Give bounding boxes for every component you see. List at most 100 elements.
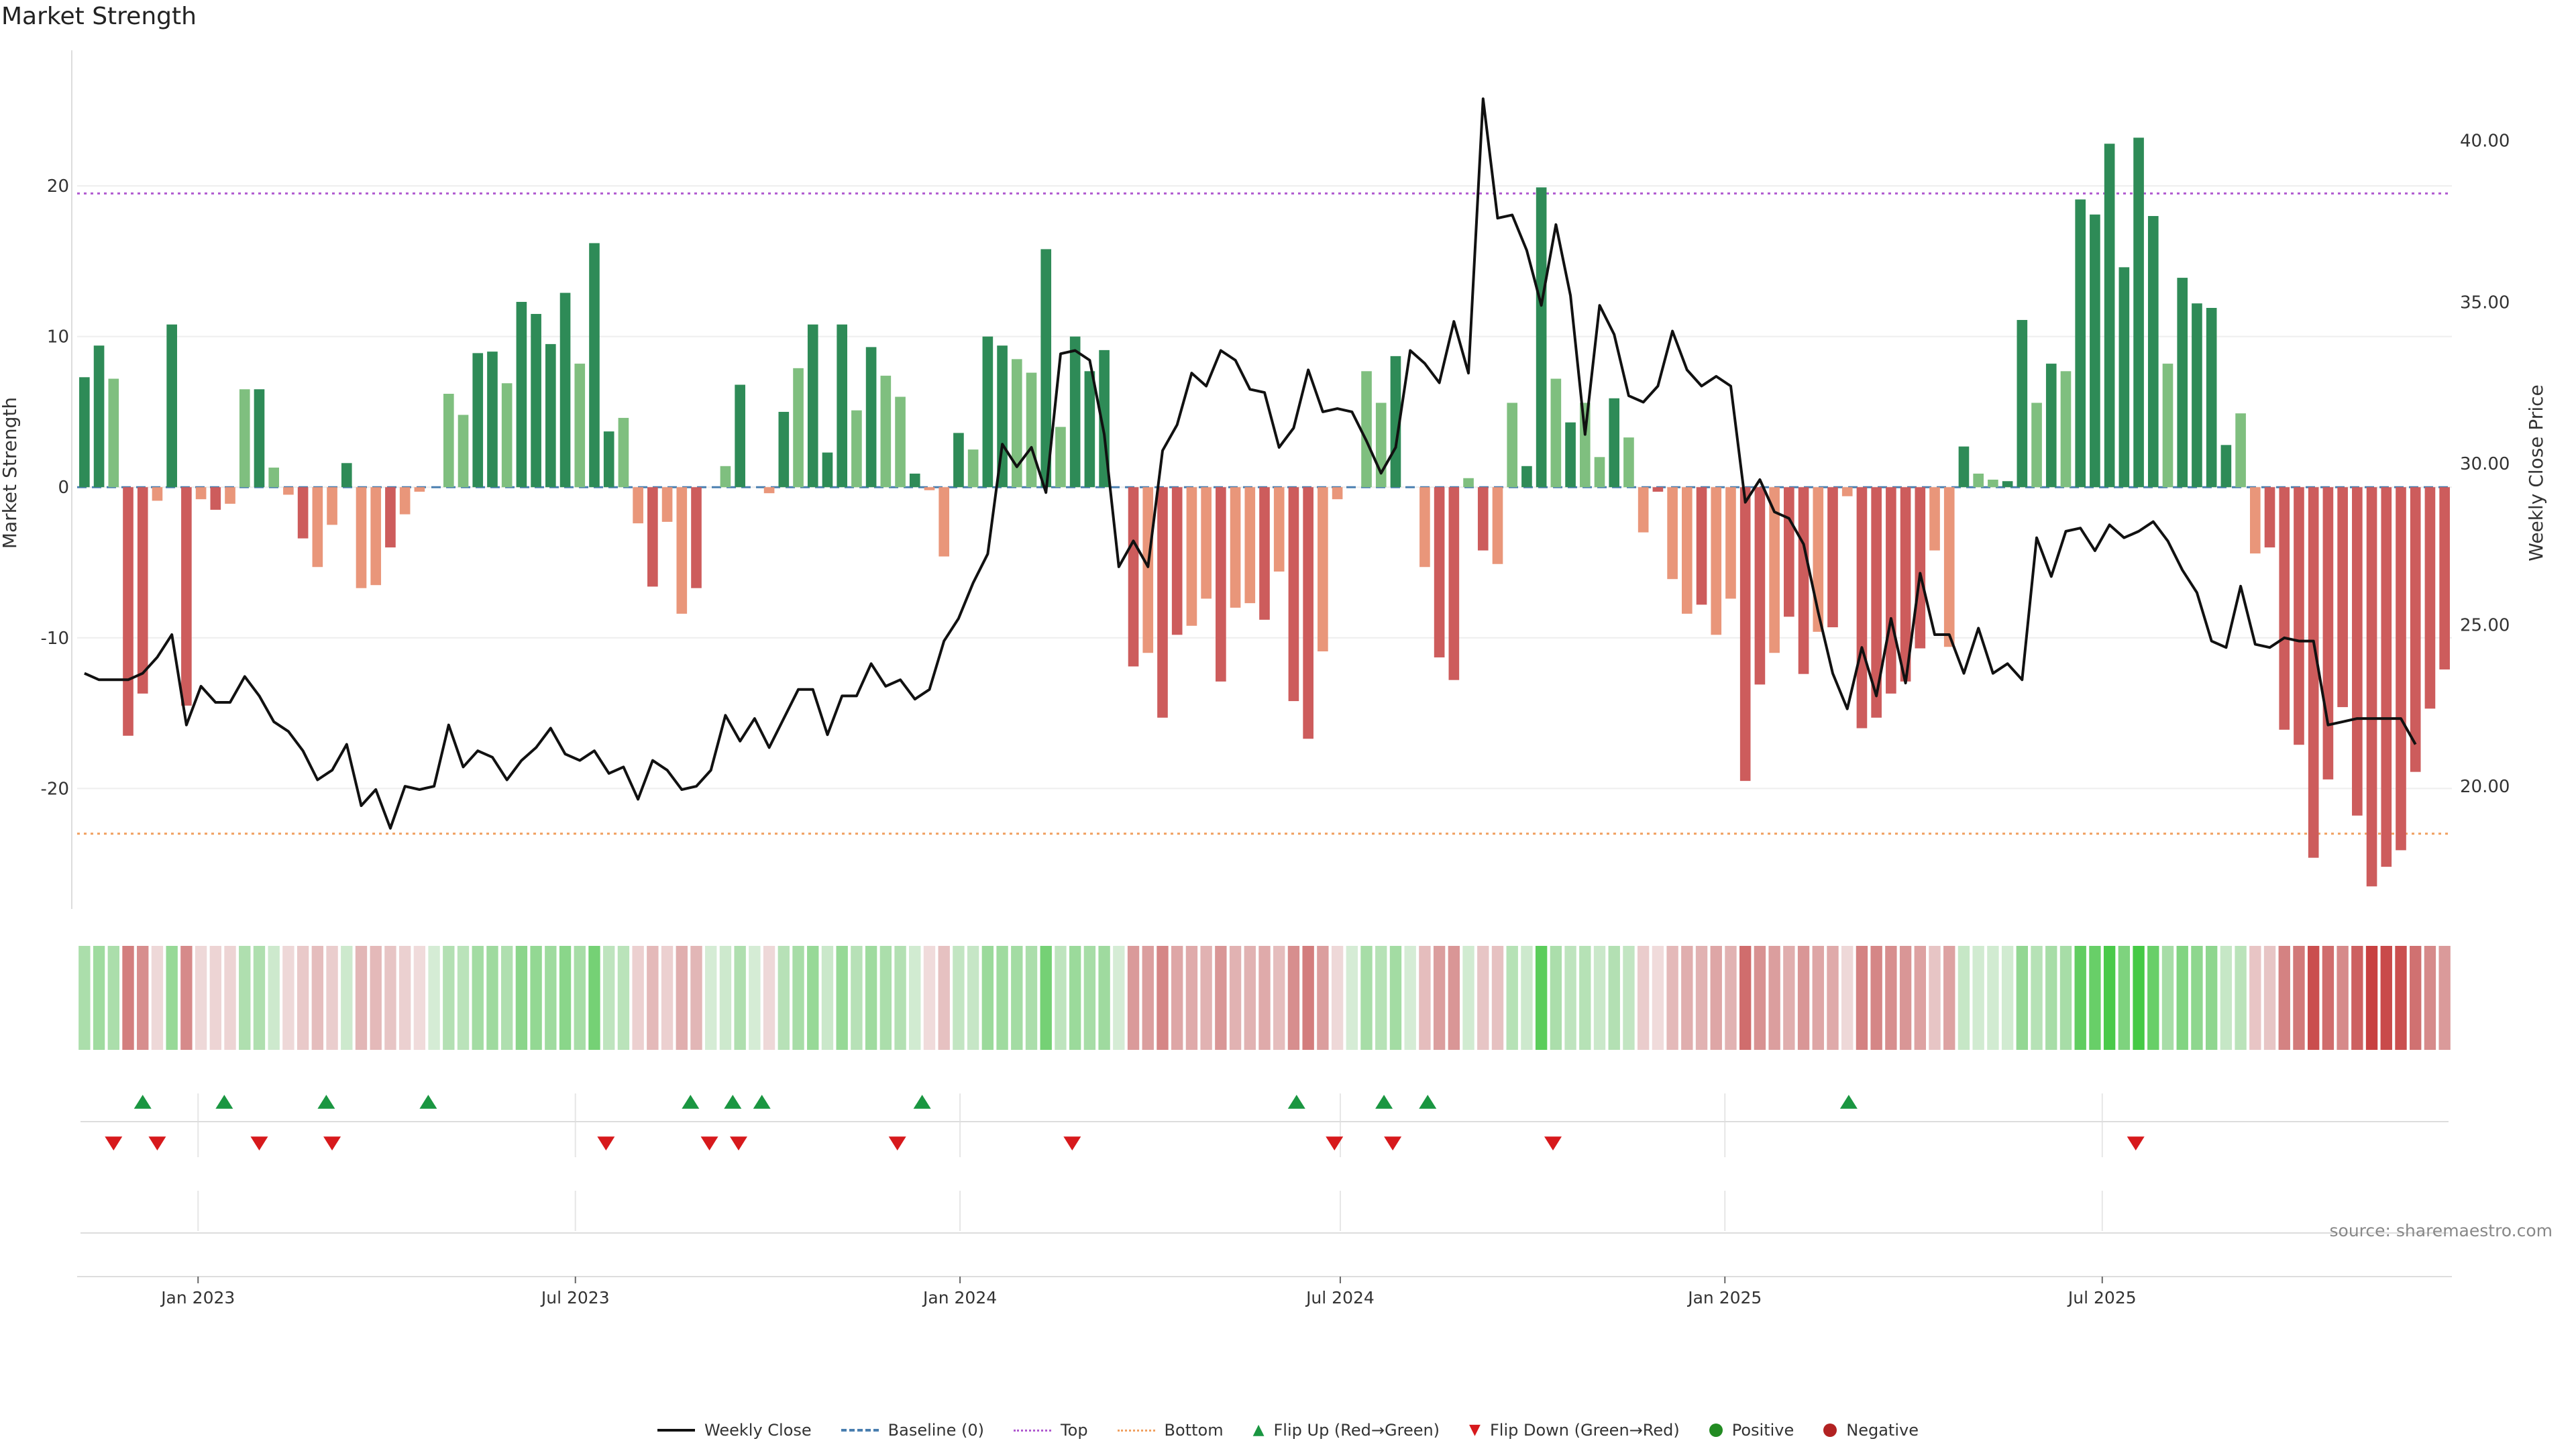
strength-bar — [2045, 364, 2057, 488]
strength-bar — [1565, 422, 1576, 488]
heatmap-cell — [530, 946, 542, 1050]
heatmap-cell — [821, 946, 834, 1050]
heatmap-cell — [2118, 946, 2131, 1050]
heatmap-cell — [1754, 946, 1766, 1050]
heatmap-cell — [1899, 946, 1912, 1050]
legend-baseline: Baseline (0) — [841, 1421, 984, 1440]
heatmap-cell — [632, 946, 644, 1050]
heatmap-cell — [1943, 946, 1955, 1050]
strength-bar — [895, 396, 906, 488]
strength-bar — [2104, 144, 2115, 488]
x-tick-label: Jul 2025 — [2067, 1288, 2137, 1307]
strength-bar — [691, 487, 702, 588]
strength-bar — [1769, 487, 1780, 653]
heatmap-cell — [2263, 946, 2276, 1050]
strength-bar — [2381, 487, 2392, 867]
heatmap-cell — [1171, 946, 1183, 1050]
flip-down-marker — [888, 1136, 906, 1151]
strength-bar — [618, 417, 629, 488]
y-tick-label: -20 — [41, 779, 69, 799]
y-axis-label: Market Strength — [0, 397, 21, 549]
heatmap-cell — [603, 946, 615, 1050]
strength-bar — [559, 292, 571, 488]
heatmap-cell — [690, 946, 702, 1050]
strength-bar — [1273, 487, 1285, 572]
weekly-close-polyline — [84, 97, 2417, 830]
strength-bar — [1652, 487, 1664, 492]
flip-up-marker — [753, 1094, 771, 1109]
strength-bar — [1667, 487, 1678, 580]
heatmap-cell — [1841, 946, 1854, 1050]
strength-bar — [1521, 466, 1532, 488]
strength-bar — [1696, 487, 1707, 605]
y-tick-label: 10 — [47, 327, 69, 347]
legend-flip-down: ▼ Flip Down (Green→Red) — [1469, 1421, 1680, 1440]
flip-down-marker — [1063, 1136, 1081, 1151]
heatmap-cell — [78, 946, 91, 1050]
heatmap-cell — [2161, 946, 2174, 1050]
strength-bar — [443, 394, 454, 488]
strength-bar — [1681, 487, 1693, 614]
heatmap-cell — [676, 946, 688, 1050]
strength-bar — [2352, 487, 2363, 816]
legend-label: Top — [1061, 1421, 1088, 1440]
heatmap-cell — [1972, 946, 1984, 1050]
strength-bar — [676, 487, 688, 614]
strength-bar — [2337, 487, 2348, 708]
strength-bar — [2308, 487, 2319, 858]
strength-bar — [1856, 487, 1868, 729]
heatmap-cell — [1389, 946, 1402, 1050]
heatmap-cell — [2337, 946, 2349, 1050]
heatmap-cell — [865, 946, 877, 1050]
heatmap-cell — [370, 946, 382, 1050]
heatmap-cell — [355, 946, 368, 1050]
heatmap-cell — [777, 946, 790, 1050]
heatmap-cell — [2133, 946, 2145, 1050]
strength-bar — [1579, 402, 1591, 488]
strength-bar — [1798, 487, 1809, 674]
heatmap-cell — [1200, 946, 1212, 1050]
legend-label: Positive — [1731, 1421, 1794, 1440]
heatmap-cell — [398, 946, 411, 1050]
strength-bar — [967, 449, 979, 488]
strength-bar — [2264, 487, 2275, 548]
strength-bar — [283, 487, 294, 495]
heatmap-cell — [1258, 946, 1271, 1050]
weekly-close-line — [84, 97, 2417, 830]
strength-bar — [1754, 487, 1766, 685]
heatmap-cell — [239, 946, 251, 1050]
dot-swatch — [1014, 1429, 1052, 1432]
heatmap-cell — [1652, 946, 1664, 1050]
strength-bar — [1128, 487, 1139, 667]
strength-bar — [2439, 487, 2450, 669]
heatmap-cell — [2395, 946, 2407, 1050]
flip-down-marker — [597, 1136, 615, 1151]
flip-up-marker — [724, 1094, 742, 1109]
strength-bar — [399, 487, 411, 515]
strength-bar — [647, 487, 658, 587]
strength-bar — [2177, 278, 2188, 488]
strength-bar — [1841, 487, 1853, 496]
strength-bar — [2075, 199, 2086, 488]
strength-bar — [2118, 267, 2130, 488]
flip-down-marker — [2127, 1136, 2145, 1151]
strength-bar — [574, 364, 586, 488]
y2-tick-label: 35.00 — [2460, 292, 2510, 313]
strength-bar — [2322, 487, 2334, 780]
strength-bar — [720, 466, 731, 488]
heatmap-cell — [763, 946, 775, 1050]
legend-label: Flip Down (Green→Red) — [1489, 1421, 1680, 1440]
heatmap-cell — [734, 946, 746, 1050]
heatmap-cell — [2365, 946, 2378, 1050]
flip-up-marker — [317, 1094, 335, 1109]
heatmap-cell — [1157, 946, 1169, 1050]
heatmap-cell — [2045, 946, 2057, 1050]
flip-down-marker — [1544, 1136, 1562, 1151]
flip-down-marker — [323, 1136, 341, 1151]
strength-bar — [2133, 138, 2144, 488]
strength-bar — [1594, 457, 1605, 488]
heatmap-cell — [1360, 946, 1373, 1050]
heatmap-cell — [705, 946, 717, 1050]
strength-bar — [1988, 480, 1998, 488]
